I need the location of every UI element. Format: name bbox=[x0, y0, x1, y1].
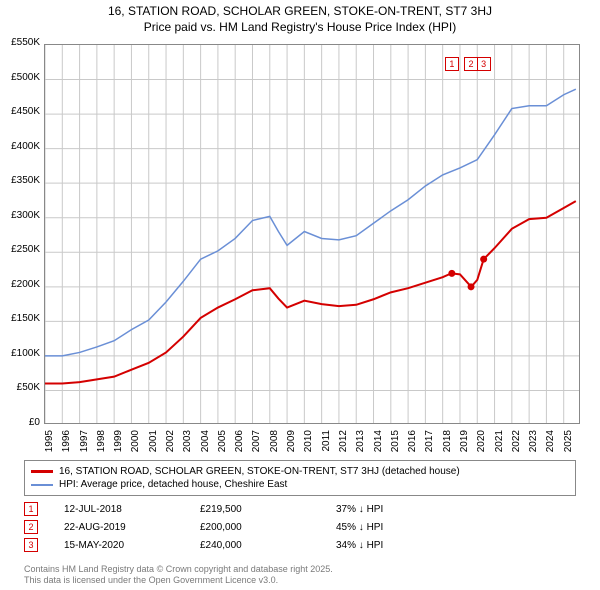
sale-delta: 45% ↓ HPI bbox=[336, 522, 383, 533]
y-axis-labels: £0 £50K £100K £150K £200K £250K £300K £350K £400… bbox=[0, 37, 40, 431]
legend-label-property: 16, STATION ROAD, SCHOLAR GREEN, STOKE-O… bbox=[59, 465, 460, 478]
legend: 16, STATION ROAD, SCHOLAR GREEN, STOKE-O… bbox=[24, 460, 576, 496]
y-tick-label: £0 bbox=[0, 417, 40, 428]
sale-price: £240,000 bbox=[200, 540, 310, 551]
sale-row: 1 12-JUL-2018 £219,500 37% ↓ HPI bbox=[24, 500, 576, 518]
y-tick-label: £150K bbox=[0, 313, 40, 324]
chart-marker: 3 bbox=[477, 57, 491, 71]
sale-delta: 34% ↓ HPI bbox=[336, 540, 383, 551]
footer-line1: Contains HM Land Registry data © Crown c… bbox=[24, 564, 576, 575]
sale-marker: 1 bbox=[24, 502, 38, 516]
swatch-hpi bbox=[31, 484, 53, 486]
y-tick-label: £550K bbox=[0, 37, 40, 48]
footer: Contains HM Land Registry data © Crown c… bbox=[24, 564, 576, 587]
y-tick-label: £300K bbox=[0, 210, 40, 221]
y-tick-label: £400K bbox=[0, 141, 40, 152]
sale-price: £219,500 bbox=[200, 504, 310, 515]
plot-area: 123 bbox=[44, 44, 580, 424]
sale-date: 22-AUG-2019 bbox=[64, 522, 174, 533]
chart-title: 16, STATION ROAD, SCHOLAR GREEN, STOKE-O… bbox=[0, 0, 600, 35]
chart-marker: 1 bbox=[445, 57, 459, 71]
footer-line2: This data is licensed under the Open Gov… bbox=[24, 575, 576, 586]
sale-date: 12-JUL-2018 bbox=[64, 504, 174, 515]
legend-row-property: 16, STATION ROAD, SCHOLAR GREEN, STOKE-O… bbox=[31, 465, 569, 478]
y-tick-label: £50K bbox=[0, 382, 40, 393]
sale-marker: 2 bbox=[24, 520, 38, 534]
swatch-property bbox=[31, 470, 53, 473]
y-tick-label: £350K bbox=[0, 175, 40, 186]
y-tick-label: £450K bbox=[0, 106, 40, 117]
title-line1: 16, STATION ROAD, SCHOLAR GREEN, STOKE-O… bbox=[0, 4, 600, 20]
sale-date: 15-MAY-2020 bbox=[64, 540, 174, 551]
plot-svg bbox=[45, 45, 580, 424]
sale-row: 2 22-AUG-2019 £200,000 45% ↓ HPI bbox=[24, 518, 576, 536]
title-line2: Price paid vs. HM Land Registry's House … bbox=[0, 20, 600, 36]
sale-price: £200,000 bbox=[200, 522, 310, 533]
y-tick-label: £200K bbox=[0, 279, 40, 290]
legend-label-hpi: HPI: Average price, detached house, Ches… bbox=[59, 478, 287, 491]
sale-marker: 3 bbox=[24, 538, 38, 552]
chart-area: 123 £0£50K£100K£150K£200K£250K£300K£350K… bbox=[44, 44, 580, 424]
legend-row-hpi: HPI: Average price, detached house, Ches… bbox=[31, 478, 569, 491]
y-tick-label: £250K bbox=[0, 244, 40, 255]
sale-delta: 37% ↓ HPI bbox=[336, 504, 383, 515]
sale-row: 3 15-MAY-2020 £240,000 34% ↓ HPI bbox=[24, 536, 576, 554]
sales-table: 1 12-JUL-2018 £219,500 37% ↓ HPI 2 22-AUG-201… bbox=[24, 500, 576, 554]
y-tick-label: £100K bbox=[0, 348, 40, 359]
y-tick-label: £500K bbox=[0, 72, 40, 83]
